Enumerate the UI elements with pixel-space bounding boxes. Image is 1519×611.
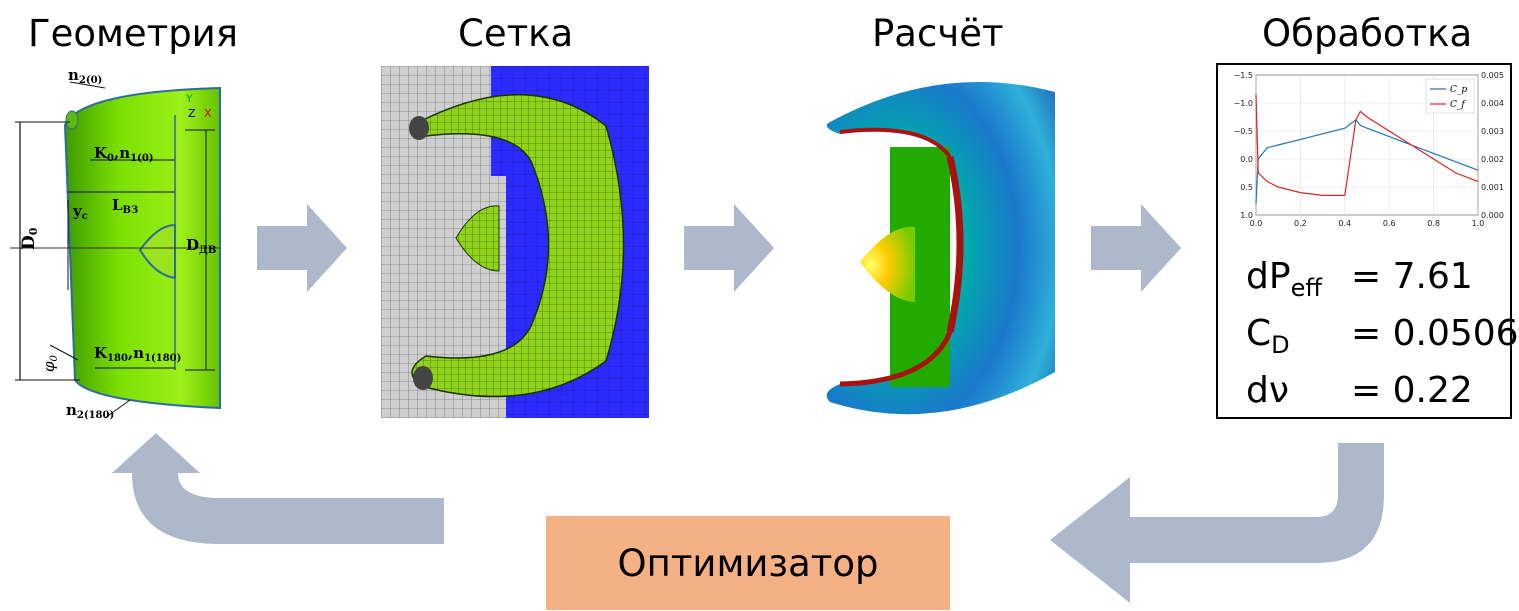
geometry-drawing: Y Z X n2(0) K0,n1(0) LВЗ yc DДВ K180,n1(… xyxy=(10,66,221,421)
left-tick-label: −1.0 xyxy=(1234,99,1253,108)
k180-label: K xyxy=(94,344,108,362)
x-tick-label: 0.4 xyxy=(1338,219,1351,228)
left-tick-label: −1.5 xyxy=(1234,71,1253,80)
svg-text:D0: D0 xyxy=(19,227,40,250)
arrow-postprocessing-to-optimizer xyxy=(1050,443,1384,603)
distribution-chart: −1.5 −1.0 −0.5 0.0 0.5 1.0 0.005 0.004 0.003 0.0… xyxy=(1234,71,1504,228)
svg-text:φ0: φ0 xyxy=(40,354,60,372)
arrow-computation-to-postprocessing xyxy=(1091,204,1181,292)
stage-title-postprocessing: Обработка xyxy=(1262,12,1473,55)
legend-cf: C_f xyxy=(1450,100,1466,110)
svg-text:DДВ: DДВ xyxy=(186,236,216,256)
metric-dnu: dν = 0.22 xyxy=(1246,370,1473,411)
axis-z-label: Z xyxy=(188,107,196,120)
stage-title-mesh: Сетка xyxy=(458,12,574,55)
metric-dpeff: dPeff = 7.61 xyxy=(1246,256,1473,302)
k0-label: K xyxy=(94,144,108,162)
phi-label: φ xyxy=(40,361,58,372)
optimizer-box: Оптимизатор xyxy=(546,516,950,610)
svg-text:n2(0): n2(0) xyxy=(68,66,102,86)
right-tick-label: 0.004 xyxy=(1481,99,1504,108)
legend-cp: C_p xyxy=(1450,85,1467,95)
left-tick-label: 0.5 xyxy=(1240,183,1253,192)
lvz-label: L xyxy=(112,196,123,214)
x-tick-label: 1.0 xyxy=(1472,219,1485,228)
arrow-geometry-to-mesh xyxy=(257,204,347,292)
n2-180-label: n xyxy=(66,401,77,419)
x-tick-label: 0.2 xyxy=(1294,219,1307,228)
d0-label: D xyxy=(19,235,39,250)
axis-y-label: Y xyxy=(185,92,193,105)
left-tick-label: 1.0 xyxy=(1240,211,1253,220)
arrow-optimizer-to-geometry xyxy=(112,433,444,544)
x-tick-label: 0.8 xyxy=(1427,219,1440,228)
right-tick-label: 0.002 xyxy=(1481,155,1504,164)
right-tick-label: 0.003 xyxy=(1481,127,1504,136)
svg-text:K0,n1(0): K0,n1(0) xyxy=(94,144,154,164)
left-tick-label: −0.5 xyxy=(1234,127,1253,136)
mesh-image xyxy=(381,66,649,418)
svg-text:LВЗ: LВЗ xyxy=(112,196,138,216)
stage-title-geometry: Геометрия xyxy=(28,12,238,55)
arrow-mesh-to-computation xyxy=(684,204,774,292)
right-tick-label: 0.000 xyxy=(1481,211,1504,220)
stage-title-computation: Расчёт xyxy=(872,12,1004,55)
series-cf-line xyxy=(1255,94,1479,196)
chart-legend: C_p C_f xyxy=(1425,78,1475,114)
metric-cd: CD = 0.0506 xyxy=(1246,313,1519,359)
ddv-label: D xyxy=(186,236,199,254)
x-tick-label: 0.6 xyxy=(1383,219,1396,228)
axis-x-label: X xyxy=(204,107,212,120)
left-tick-label: 0.0 xyxy=(1240,155,1253,164)
x-tick-label: 0.0 xyxy=(1250,219,1263,228)
right-tick-label: 0.001 xyxy=(1481,183,1504,192)
yc-label: y xyxy=(72,202,83,220)
svg-text:n2(180): n2(180) xyxy=(66,401,114,421)
optimizer-label: Оптимизатор xyxy=(617,541,879,585)
metrics-block: dPeff = 7.61 CD = 0.0506 dν = 0.22 xyxy=(1246,254,1519,414)
computation-result-image xyxy=(826,82,1055,415)
svg-text:K180,n1(180): K180,n1(180) xyxy=(94,344,181,364)
n2-0-label: n xyxy=(68,66,79,84)
right-tick-label: 0.005 xyxy=(1481,71,1504,80)
svg-text:yc: yc xyxy=(72,202,88,222)
